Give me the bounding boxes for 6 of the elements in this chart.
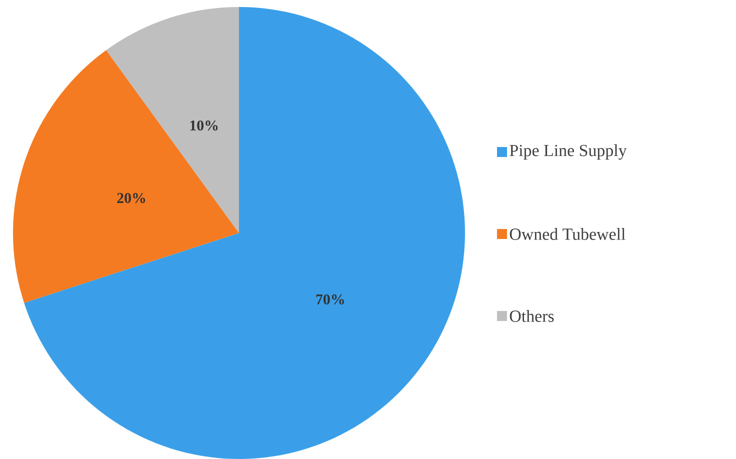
data-label: 10% [190,120,218,131]
data-label: 70% [316,294,344,304]
legend-label: Others [510,310,554,322]
legend-label: Owned Tubewell [510,228,626,240]
data-label: 20% [117,193,146,204]
legend-label: Pipe Line Supply [510,144,627,160]
